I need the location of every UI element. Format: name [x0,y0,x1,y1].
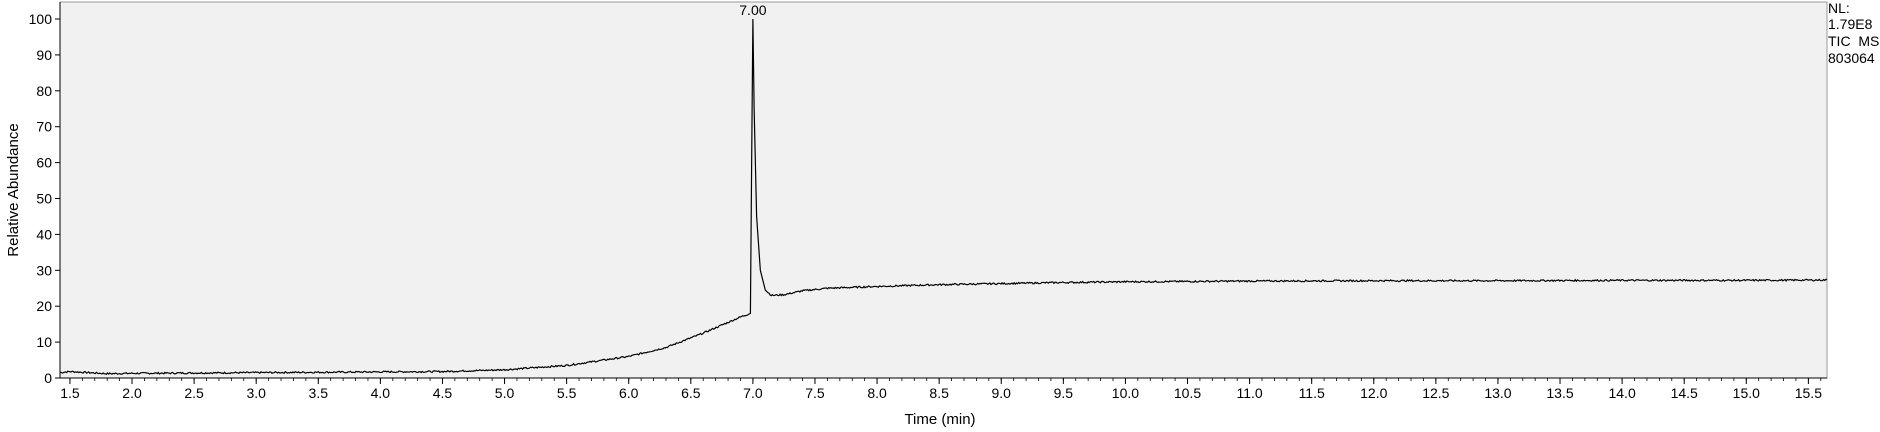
y-tick-label: 90 [36,47,52,63]
x-tick-label: 14.5 [1671,385,1698,401]
x-tick-label: 7.5 [805,385,825,401]
x-tick-label: 12.5 [1422,385,1449,401]
x-tick-label: 13.5 [1546,385,1573,401]
y-tick-label: 60 [36,155,52,171]
trace-type: TIC MS [1828,33,1879,49]
y-tick-label: 100 [29,11,53,27]
x-tick-label: 7.0 [743,385,763,401]
plot-background [59,1,1828,379]
x-tick-label: 2.0 [122,385,142,401]
y-tick-label: 0 [44,370,52,386]
y-tick-label: 70 [36,119,52,135]
y-tick-label: 50 [36,191,52,207]
x-tick-label: 3.5 [309,385,329,401]
x-tick-label: 10.5 [1174,385,1201,401]
nl-label: NL: [1828,0,1850,16]
x-tick-label: 2.5 [184,385,204,401]
x-tick-label: 8.0 [867,385,887,401]
y-axis-label: Relative Abundance [5,123,22,256]
info-panel: NL: 1.79E8 TIC MS 803064 [1828,0,1879,66]
x-axis-label: Time (min) [904,411,975,428]
sample-id: 803064 [1828,50,1875,66]
x-tick-label: 11.0 [1236,385,1262,401]
x-tick-label: 15.0 [1733,385,1760,401]
x-tick-label: 5.5 [557,385,577,401]
x-tick-label: 4.5 [433,385,453,401]
x-tick-label: 14.0 [1608,385,1635,401]
nl-value: 1.79E8 [1828,16,1873,32]
x-tick-label: 15.5 [1795,385,1822,401]
x-tick-label: 1.5 [60,385,80,401]
x-ticks: 1.5 2.0 2.5 3.0 3.5 4.0 4.5 5.0 5.5 6.0 6.5 7.0 7.5 8… [60,378,1822,401]
x-tick-label: 5.0 [495,385,515,401]
x-tick-label: 9.5 [1054,385,1074,401]
x-tick-label: 8.5 [929,385,949,401]
x-tick-label: 12.0 [1360,385,1387,401]
x-tick-label: 9.0 [992,385,1012,401]
x-tick-label: 6.0 [619,385,639,401]
y-tick-label: 40 [36,226,52,242]
x-tick-label: 11.5 [1299,385,1325,401]
tic-trace-line [59,18,1828,376]
x-tick-label: 6.5 [681,385,701,401]
y-tick-label: 20 [36,298,52,314]
x-tick-label: 3.0 [246,385,266,401]
y-tick-label: 10 [36,334,52,350]
y-tick-label: 30 [36,262,52,278]
x-tick-label: 10.0 [1112,385,1139,401]
x-tick-label: 4.0 [371,385,391,401]
peak-annotations: 7.00 [739,2,766,18]
peak-label: 7.00 [739,2,766,18]
x-minor-ticks [69,378,1822,381]
y-tick-label: 80 [36,83,52,99]
x-tick-label: 13.0 [1484,385,1511,401]
y-ticks: 0 10 20 30 40 50 60 70 80 90 100 [29,11,60,386]
